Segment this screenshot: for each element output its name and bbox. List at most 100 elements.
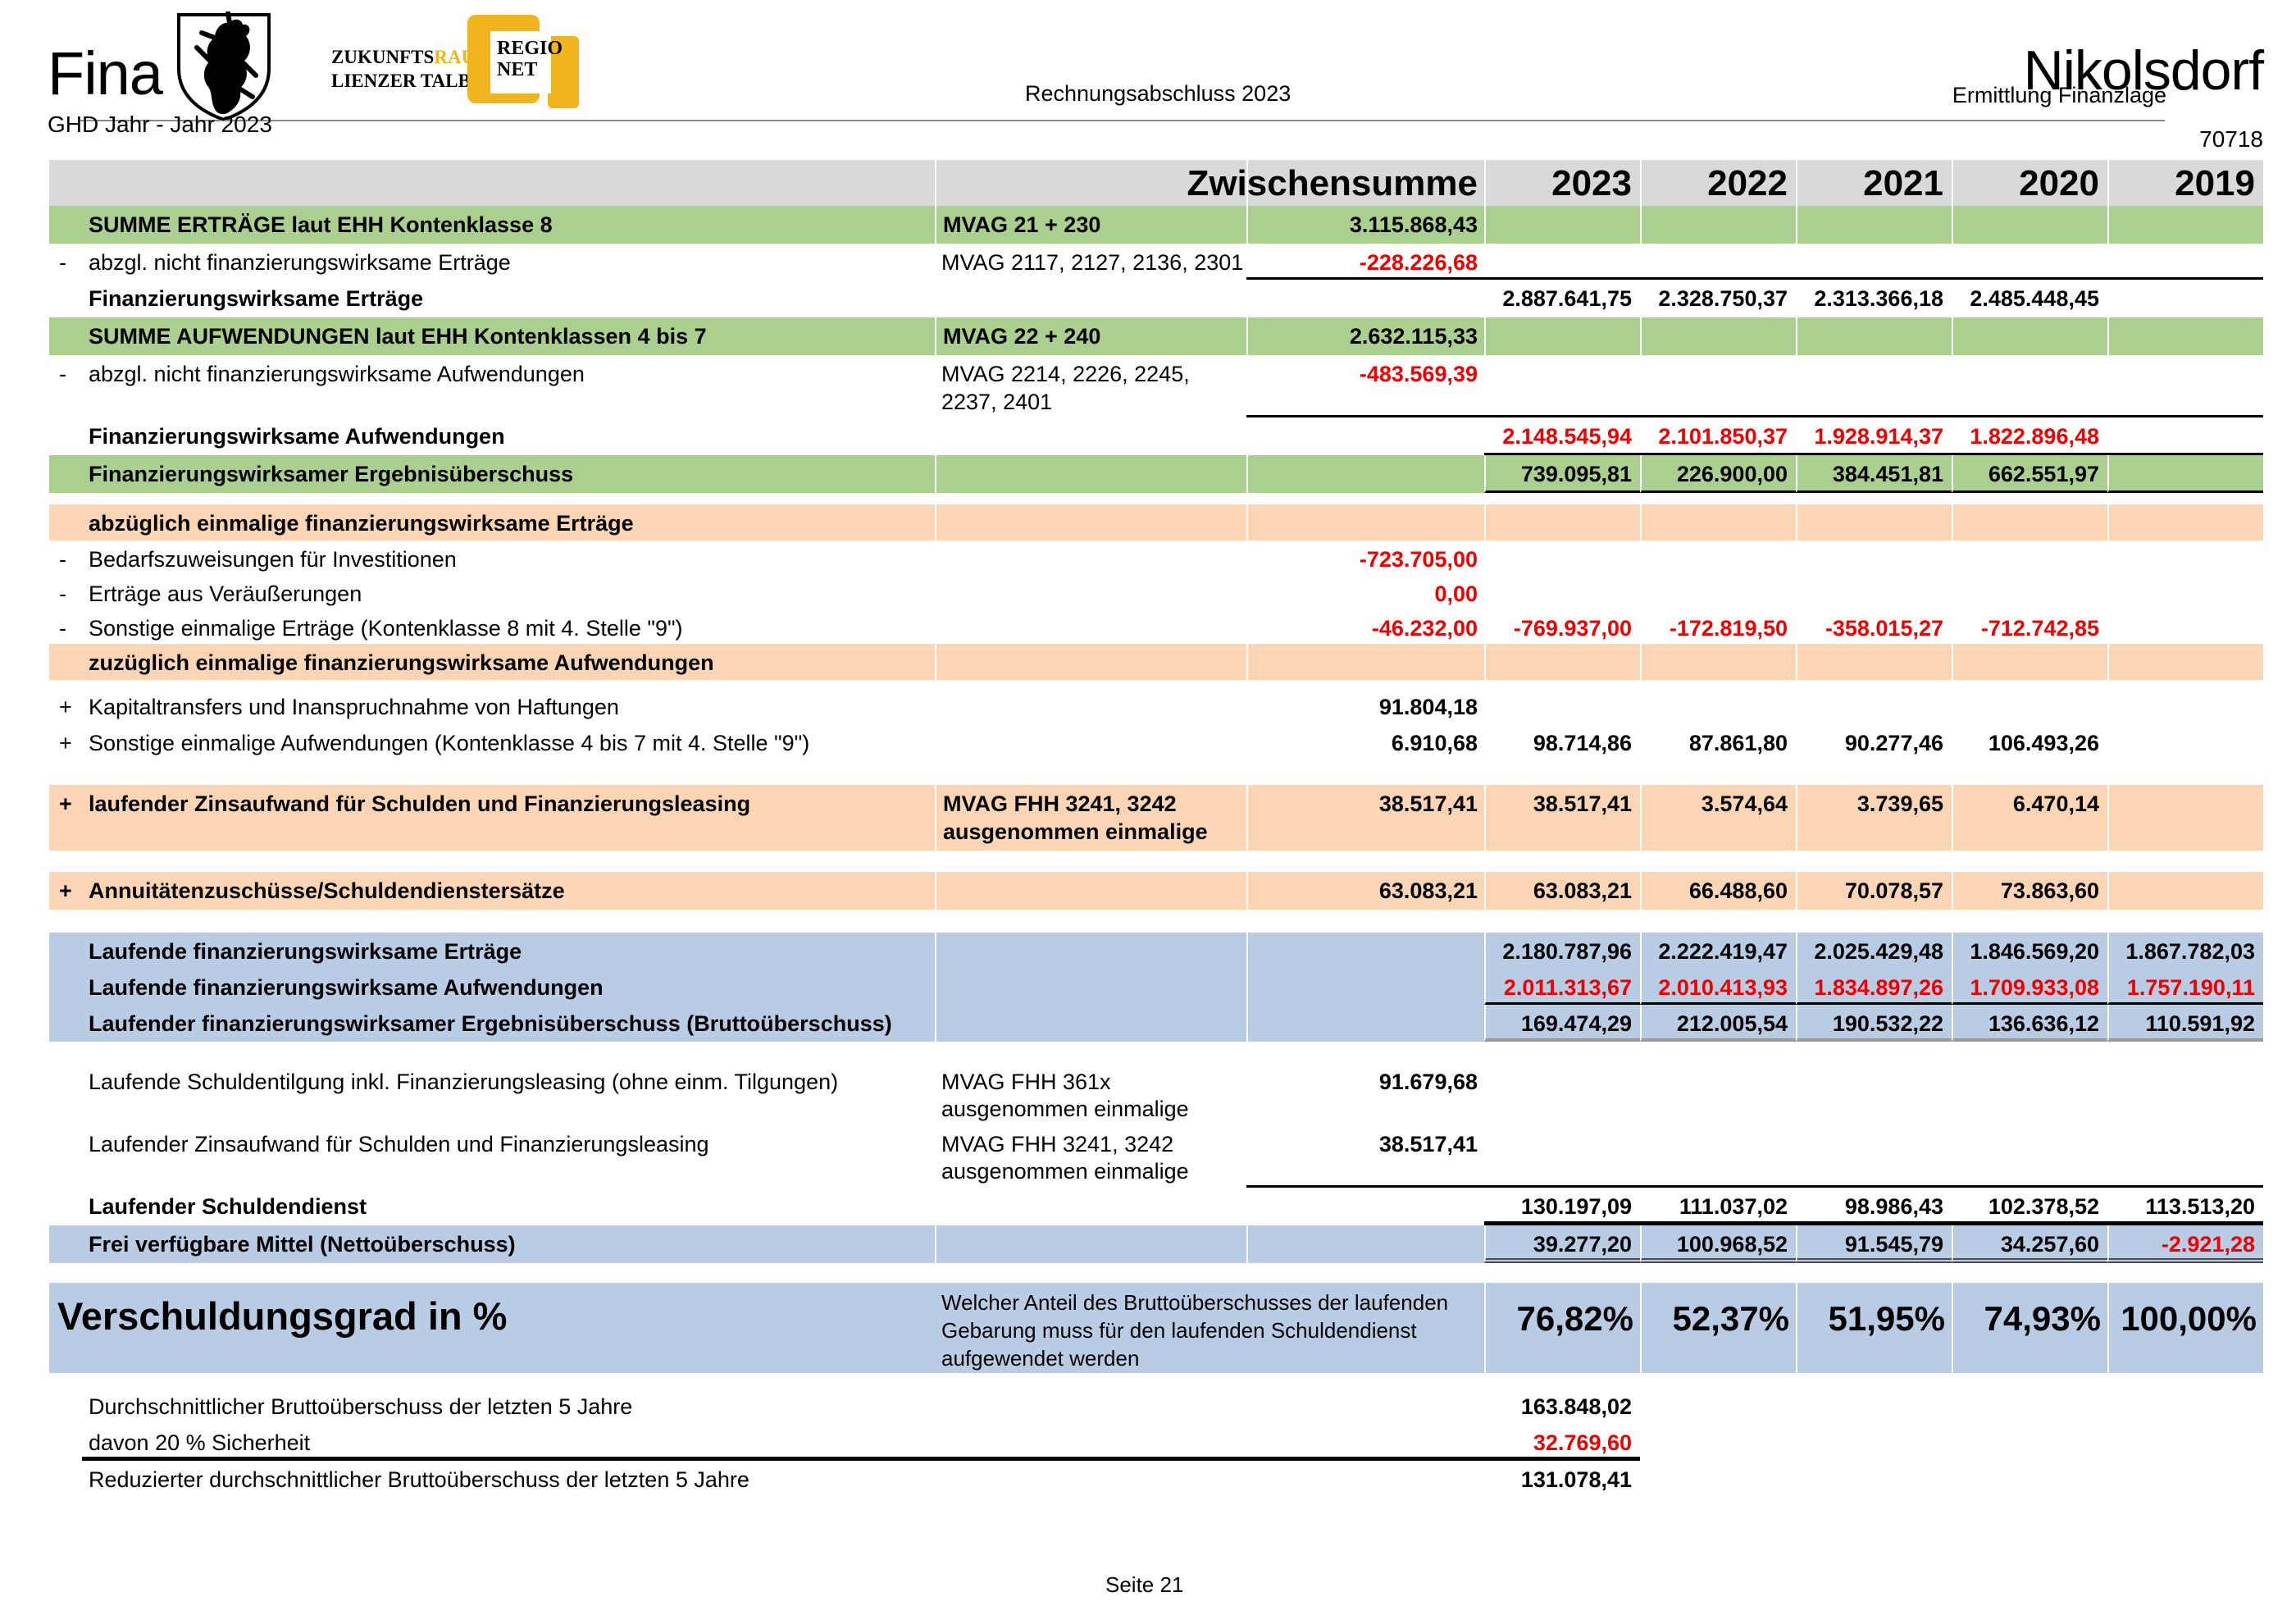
cell-y2021 [1796, 244, 1952, 280]
cell-y2019: 113.513,20 [2107, 1188, 2263, 1225]
spacer-row [49, 1263, 2263, 1283]
cell-sign [49, 455, 82, 493]
cell-y2021: -358.015,27 [1824, 615, 1943, 641]
spacer-row [49, 493, 2263, 504]
cell-y2019: 1.757.190,11 [2107, 968, 2263, 1005]
cell-y2019 [2107, 454, 2263, 493]
cell-label: Durchschnittlicher Bruttoüberschuss der … [89, 1394, 633, 1419]
cell-mvag [935, 932, 1246, 969]
cell-zs [1246, 1388, 1484, 1424]
spacer-row [49, 1042, 2263, 1063]
cell-label: abzüglich einmalige finanzierungswirksam… [89, 510, 634, 536]
cell-zs [1246, 280, 1484, 317]
cell-y2020 [1952, 317, 2107, 355]
cell-y2019 [2107, 575, 2263, 609]
debt-ratio-description: Welcher Anteil des Bruttoüberschusses de… [941, 1290, 1449, 1371]
table-row: Finanzierungswirksamer Ergebnisüberschus… [49, 454, 2263, 493]
cell-sign [49, 1225, 82, 1264]
cell-label: davon 20 % Sicherheit [82, 1424, 935, 1462]
table-row: + Annuitätenzuschüsse/Schuldendienstersät… [49, 871, 2263, 910]
cell-sign [49, 1388, 82, 1424]
table-row: Verschuldungsgrad in % Welcher Anteil des… [49, 1283, 2263, 1373]
regionet-logo-shape-right [548, 36, 579, 108]
cell-label: laufender Zinsaufwand für Schulden und F… [89, 791, 751, 816]
cell-sign: + [59, 791, 72, 816]
cell-zs: -228.226,68 [1246, 244, 1484, 280]
cell-y2023: 38.517,41 [1484, 784, 1640, 851]
cell-y2020 [1952, 1063, 2107, 1125]
cell-label: Laufender Zinsaufwand für Schulden und F… [89, 1131, 709, 1156]
cell-y2023: 63.083,21 [1484, 871, 1640, 910]
cell-y2019 [2107, 541, 2263, 575]
cell-zs: 3.115.868,43 [1246, 206, 1484, 244]
cell-zs [1246, 968, 1484, 1005]
cell-zs: -483.569,39 [1246, 355, 1484, 417]
cell-y2019: 110.591,92 [2107, 1004, 2263, 1042]
cell-y2021: 2021 [1796, 160, 1952, 206]
cell-mvag [935, 1004, 1246, 1042]
table-row: Laufende finanzierungswirksame Erträge 2.… [49, 932, 2263, 969]
cell-y2019 [2107, 355, 2263, 417]
cell-y2019 [2107, 643, 2263, 680]
cell-y2022: 3.574,64 [1640, 784, 1796, 851]
cell-y2019 [2107, 609, 2263, 644]
cell-y2020 [1952, 643, 2107, 680]
cell-label: Reduzierter durchschnittlicher Bruttoübe… [89, 1467, 749, 1493]
cell-sign [49, 1461, 82, 1499]
cell-y2020 [1952, 355, 2107, 417]
page-number: Seite 21 [1105, 1572, 1184, 1597]
cell-y2023: 39.277,20 [1484, 1225, 1640, 1264]
table-row: + laufender Zinsaufwand für Schulden und … [49, 784, 2263, 851]
cell-y2022: 2.101.850,37 [1640, 417, 1796, 455]
cell-y2019: 100,00% [2107, 1283, 2263, 1373]
table-row: abzüglich einmalige finanzierungswirksam… [49, 504, 2263, 541]
cell-y2023 [1484, 1125, 1640, 1188]
table-row: - Sonstige einmalige Erträge (Kontenklass… [49, 609, 2263, 644]
cell-sign: - [59, 546, 66, 572]
cell-y2021 [1796, 355, 1952, 417]
cell-label: Laufende finanzierungswirksame Aufwendun… [89, 974, 604, 1000]
cell-mvag [935, 454, 1246, 493]
cell-zs [1246, 417, 1484, 455]
cell-y2023 [1484, 355, 1640, 417]
cell-y2021: 190.532,22 [1796, 1004, 1952, 1042]
cell-y2019 [2107, 1125, 2263, 1188]
cell-mvag: MVAG 2214, 2226, 2245, 2237, 2401 [941, 361, 1190, 414]
cell-y2022 [1640, 1063, 1796, 1125]
cell-sign [49, 1063, 82, 1125]
cell-y2021: 91.545,79 [1796, 1225, 1952, 1264]
debt-ratio-title: Verschuldungsgrad in % [57, 1294, 508, 1339]
cell-y2020: 662.551,97 [1952, 454, 2107, 493]
cell-sign [49, 160, 82, 206]
page-title-left: Fina [48, 39, 163, 107]
cell-y2019: -2.921,28 [2107, 1225, 2263, 1264]
cell-y2020: 106.493,26 [1988, 730, 2099, 755]
cell-y2022 [1640, 206, 1796, 244]
cell-label [82, 160, 935, 206]
cell-sign [49, 1424, 82, 1462]
cell-y2022 [1640, 317, 1796, 355]
cell-y2023: 739.095,81 [1484, 454, 1640, 493]
cell-y2023: 169.474,29 [1484, 1004, 1640, 1042]
spacer-row [49, 680, 2263, 688]
cell-y2019 [2107, 1388, 2263, 1424]
cell-label: Finanzierungswirksame Aufwendungen [89, 423, 505, 449]
cell-y2022: 226.900,00 [1640, 454, 1796, 493]
cell-y2019 [2107, 317, 2263, 355]
cell-sign [49, 1125, 82, 1188]
cell-zs [1246, 1424, 1484, 1462]
table-row: Laufender finanzierungswirksamer Ergebni… [49, 1004, 2263, 1042]
cell-mvag [935, 541, 1246, 575]
cell-zs: 38.517,41 [1246, 784, 1484, 851]
cell-label: Laufender finanzierungswirksamer Ergebni… [89, 1010, 892, 1036]
cell-mvag [935, 724, 1246, 760]
table-row: Laufende Schuldentilgung inkl. Finanzier… [49, 1063, 2263, 1125]
cell-y2022 [1640, 1424, 1796, 1462]
cell-y2023 [1484, 317, 1640, 355]
table-row: SUMME ERTRÄGE laut EHH Kontenklasse 8 MVA… [49, 206, 2263, 244]
coat-of-arms-icon [177, 11, 271, 122]
cell-mvag [935, 1424, 1246, 1462]
cell-y2022: 111.037,02 [1640, 1188, 1796, 1225]
cell-y2021 [1796, 1063, 1952, 1125]
cell-zs: 6.910,68 [1391, 730, 1478, 755]
